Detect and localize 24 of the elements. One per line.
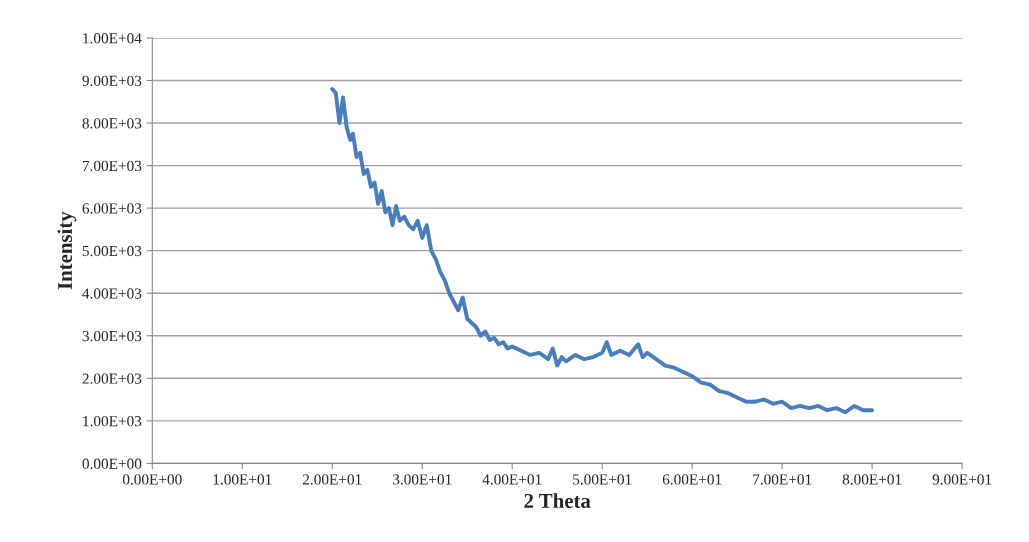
x-tick-label: 4.00E+01 [482,474,542,485]
y-axis-title: Intensity [57,211,77,290]
x-tick-label: 6.00E+01 [662,474,722,485]
x-tick-label: 1.00E+01 [213,474,272,485]
y-tick-label: 1.00E+04 [83,33,142,44]
x-tick-label: 3.00E+01 [392,474,452,485]
x-tick-label: 9.00E+01 [932,474,992,485]
y-tick-label: 8.00E+03 [82,118,142,129]
y-tick-label: 3.00E+03 [82,330,142,342]
line-series [330,87,875,415]
x-tick-label: 7.00E+01 [753,474,812,485]
y-tick-label: 9.00E+03 [82,75,142,86]
x-tick-label: 0.00E+00 [122,474,182,485]
x-tick-label: 5.00E+01 [573,474,632,485]
y-tick-label: 7.00E+03 [82,160,142,172]
y-tick-label: 1.00E+03 [83,416,142,427]
x-tick-label: 8.00E+01 [842,474,902,485]
x-axis-title: 2 Theta [524,493,591,508]
x-tick-label: 2.00E+01 [302,474,362,485]
y-tick-label: 4.00E+03 [82,288,142,299]
y-tick-label: 5.00E+03 [82,245,142,257]
y-tick-label: 0.00E+00 [82,458,142,469]
y-tick-label: 2.00E+03 [82,373,142,384]
y-tick-label: 6.00E+03 [82,203,142,214]
